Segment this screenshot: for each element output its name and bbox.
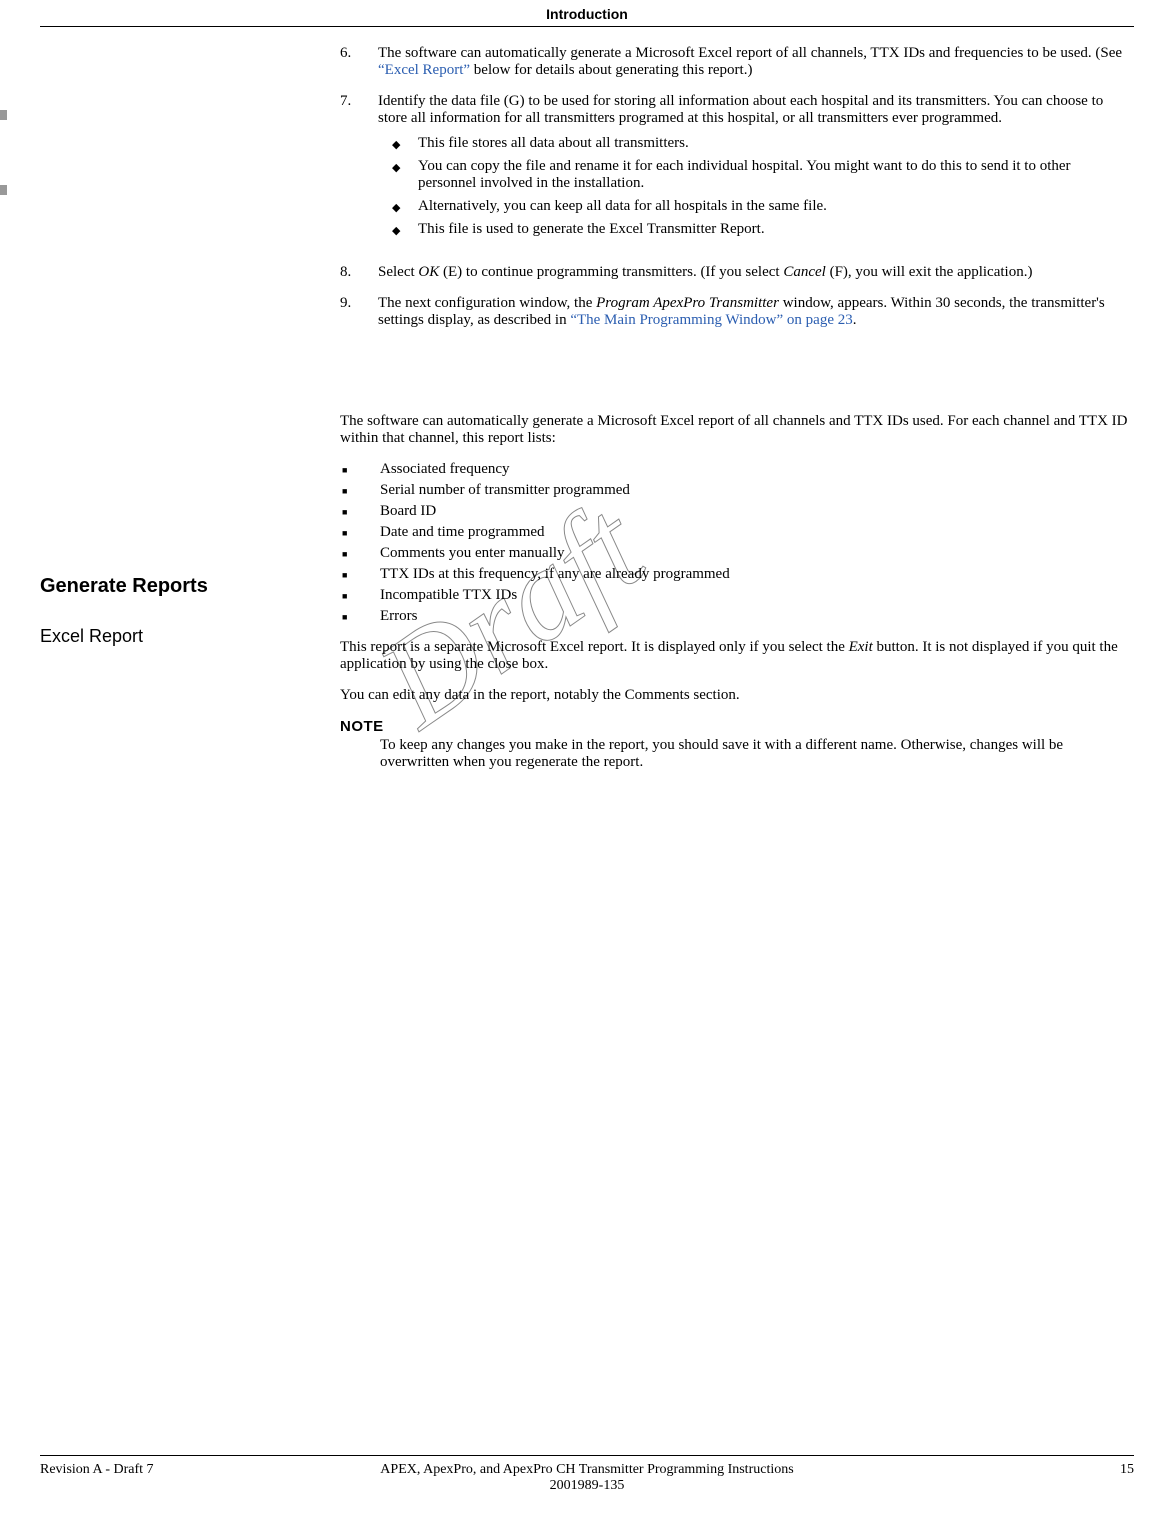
list-item: This file stores all data about all tran… [378,135,1130,152]
heading-excel-report: Excel Report [40,626,332,647]
text: Select [378,264,418,280]
page-header: Introduction [40,0,1134,27]
text: Incompatible TTX IDs [380,587,517,604]
header-title: Introduction [546,6,628,22]
exit-label: Exit [849,639,873,655]
text: . [853,312,857,328]
window-name: Program ApexPro Transmitter [596,295,779,311]
list-item: Comments you enter manually [340,545,1130,562]
numbered-list: The software can automatically generate … [340,45,1130,329]
footer-docnum: 2001989-135 [380,1478,793,1494]
ok-label: OK [418,264,439,280]
text: TTX IDs at this frequency, if any are al… [380,566,730,583]
note-label: NOTE [340,718,1130,735]
list-item: You can copy the file and rename it for … [378,158,1130,192]
text: This file stores all data about all tran… [418,135,689,152]
cancel-label: Cancel [783,264,826,280]
text: Date and time programmed [380,524,545,541]
list-item: This file is used to generate the Excel … [378,221,1130,238]
excel-intro: The software can automatically generate … [340,413,1130,447]
text: (E) to continue programming transmitters… [439,264,783,280]
list-item-8: Select OK (E) to continue programming tr… [340,264,1130,281]
text: (F), you will exit the application.) [826,264,1033,280]
list-item: Errors [340,608,1130,625]
link-excel-report[interactable]: “Excel Report” [378,62,470,78]
text: Serial number of transmitter programmed [380,482,630,499]
list-item: Board ID [340,503,1130,520]
list-item-7: Identify the data file (G) to be used fo… [340,93,1130,250]
heading-generate-reports: Generate Reports [40,575,332,598]
list-item: Associated frequency [340,461,1130,478]
text: The next configuration window, the [378,295,596,311]
excel-p3: You can edit any data in the report, not… [340,687,1130,704]
text: Comments you enter manually [380,545,565,562]
footer-center: APEX, ApexPro, and ApexPro CH Transmitte… [380,1462,793,1494]
list-item: TTX IDs at this frequency, if any are al… [340,566,1130,583]
tab-marker [0,185,7,195]
list-item-6: The software can automatically generate … [340,45,1130,79]
text: This file is used to generate the Excel … [418,221,765,238]
list-item: Alternatively, you can keep all data for… [378,198,1130,215]
text: Errors [380,608,418,625]
list-item-9: The next configuration window, the Progr… [340,295,1130,329]
excel-p2: This report is a separate Microsoft Exce… [340,639,1130,673]
link-main-window[interactable]: “The Main Programming Window” on page 23 [570,312,852,328]
text: Associated frequency [380,461,510,478]
list-item: Date and time programmed [340,524,1130,541]
footer-page-number: 15 [794,1462,1134,1478]
note-body: To keep any changes you make in the repo… [380,737,1130,771]
footer-revision: Revision A - Draft 7 [40,1462,380,1478]
text: Board ID [380,503,436,520]
list-item: Incompatible TTX IDs [340,587,1130,604]
note-block: NOTE To keep any changes you make in the… [340,718,1130,771]
text: This report is a separate Microsoft Exce… [340,639,849,655]
square-list: Associated frequency Serial number of tr… [340,461,1130,625]
text: below for details about generating this … [470,62,752,78]
text: The software can automatically generate … [378,45,1122,61]
page-footer: Revision A - Draft 7 APEX, ApexPro, and … [40,1455,1134,1494]
list-item: Serial number of transmitter programmed [340,482,1130,499]
tab-marker [0,110,7,120]
footer-title: APEX, ApexPro, and ApexPro CH Transmitte… [380,1462,793,1478]
text: Alternatively, you can keep all data for… [418,198,827,215]
text: You can copy the file and rename it for … [418,158,1130,192]
diamond-list: This file stores all data about all tran… [378,135,1130,238]
text: Identify the data file (G) to be used fo… [378,93,1103,126]
